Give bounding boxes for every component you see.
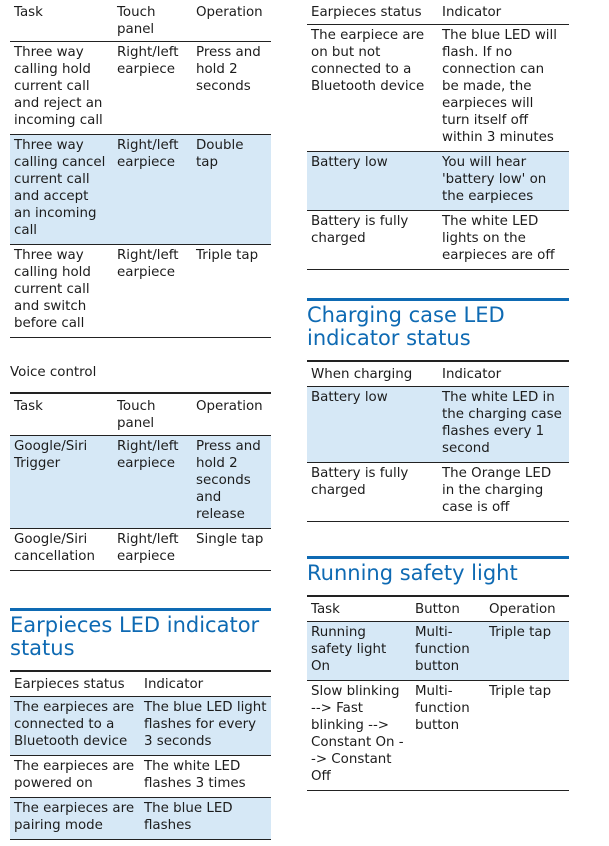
- status-cell: The earpieces are powered on: [10, 755, 140, 798]
- section-divider: [307, 298, 569, 301]
- table-row: The earpiece are on but not connected to…: [307, 24, 569, 152]
- voice-control-label: Voice control: [10, 365, 97, 380]
- header-earpieces-status: Earpieces status: [307, 0, 438, 25]
- right-column: Earpieces status Indicator The earpiece …: [307, 0, 569, 791]
- header-earpieces-status: Earpieces status: [10, 670, 140, 697]
- status-cell: The earpieces are connected to a Bluetoo…: [10, 696, 140, 756]
- table-header-row: When charging Indicator: [307, 360, 569, 387]
- table-header-row: Earpieces status Indicator: [10, 670, 271, 697]
- header-button: Button: [411, 595, 485, 622]
- task-cell: Three way calling hold current call and …: [10, 41, 113, 135]
- task-cell: Three way calling hold current call and …: [10, 244, 113, 338]
- running-light-title: Running safety light: [307, 561, 518, 585]
- panel-cell: Right/left earpiece: [113, 41, 192, 135]
- header-when-charging: When charging: [307, 360, 438, 387]
- indicator-cell: The white LED lights on the earpieces ar…: [438, 210, 569, 270]
- charging-case-title: Charging case LED indicator status: [307, 303, 505, 350]
- task-cell: Running safety light On: [307, 621, 411, 681]
- earpieces-led-continued-table: Earpieces status Indicator The earpiece …: [307, 0, 569, 270]
- operation-cell: Press and hold 2 seconds and release: [192, 435, 271, 529]
- status-cell: The earpieces are pairing mode: [10, 797, 140, 840]
- header-indicator: Indicator: [140, 670, 271, 697]
- table-row: Three way calling hold current call and …: [10, 41, 271, 135]
- operation-cell: Single tap: [192, 528, 271, 571]
- table-header-row: Task Button Operation: [307, 595, 569, 622]
- header-indicator: Indicator: [438, 360, 569, 387]
- header-task: Task: [307, 595, 411, 622]
- indicator-cell: The white LED flashes 3 times: [140, 755, 271, 798]
- table-header-row: Earpieces status Indicator: [307, 0, 569, 25]
- header-touch-panel: Touch panel: [113, 0, 192, 42]
- table-row: Google/Siri cancellation Right/left earp…: [10, 528, 271, 571]
- table-header-row: Task Touch panel Operation: [10, 0, 271, 42]
- header-touch-panel: Touch panel: [113, 392, 192, 436]
- header-operation: Operation: [485, 595, 569, 622]
- indicator-cell: You will hear 'battery low' on the earpi…: [438, 151, 569, 211]
- indicator-cell: The Orange LED in the charging case is o…: [438, 462, 569, 522]
- table-row: Slow blinking --> Fast blinking --> Cons…: [307, 680, 569, 791]
- task-cell: Google/Siri Trigger: [10, 435, 113, 529]
- panel-cell: Right/left earpiece: [113, 134, 192, 245]
- table-row: Battery is fully charged The white LED l…: [307, 210, 569, 270]
- indicator-cell: The blue LED flashes: [140, 797, 271, 840]
- task-cell: Three way calling cancel current call an…: [10, 134, 113, 245]
- header-task: Task: [10, 0, 113, 42]
- status-cell: The earpiece are on but not connected to…: [307, 24, 438, 152]
- status-cell: Battery is fully charged: [307, 462, 438, 522]
- indicator-cell: The blue LED will flash. If no connectio…: [438, 24, 569, 152]
- header-indicator: Indicator: [438, 0, 569, 25]
- earpieces-led-table: Earpieces status Indicator The earpieces…: [10, 670, 271, 840]
- table-row: The earpieces are powered on The white L…: [10, 755, 271, 798]
- section-divider: [307, 556, 569, 559]
- table-row: Google/Siri Trigger Right/left earpiece …: [10, 435, 271, 529]
- task-cell: Google/Siri cancellation: [10, 528, 113, 571]
- status-cell: Battery low: [307, 386, 438, 463]
- table-row: Running safety light On Multi-function b…: [307, 621, 569, 681]
- status-cell: Battery is fully charged: [307, 210, 438, 270]
- indicator-cell: The blue LED light flashes for every 3 s…: [140, 696, 271, 756]
- operation-cell: Triple tap: [485, 621, 569, 681]
- header-operation: Operation: [192, 392, 271, 436]
- panel-cell: Right/left earpiece: [113, 528, 192, 571]
- table-row: Three way calling cancel current call an…: [10, 134, 271, 245]
- operation-cell: Triple tap: [485, 680, 569, 791]
- voice-control-table: Task Touch panel Operation Google/Siri T…: [10, 392, 271, 571]
- left-column: Task Touch panel Operation Three way cal…: [10, 0, 271, 840]
- table-row: Battery low The white LED in the chargin…: [307, 386, 569, 463]
- table-row: The earpieces are pairing mode The blue …: [10, 797, 271, 840]
- table-row: The earpieces are connected to a Bluetoo…: [10, 696, 271, 756]
- charging-case-table: When charging Indicator Battery low The …: [307, 360, 569, 522]
- operation-cell: Double tap: [192, 134, 271, 245]
- header-task: Task: [10, 392, 113, 436]
- panel-cell: Right/left earpiece: [113, 244, 192, 338]
- status-cell: Battery low: [307, 151, 438, 211]
- panel-cell: Right/left earpiece: [113, 435, 192, 529]
- table-row: Three way calling hold current call and …: [10, 244, 271, 338]
- table-header-row: Task Touch panel Operation: [10, 392, 271, 436]
- header-operation: Operation: [192, 0, 271, 42]
- operation-cell: Triple tap: [192, 244, 271, 338]
- button-cell: Multi-function button: [411, 621, 485, 681]
- table-row: Battery low You will hear 'battery low' …: [307, 151, 569, 211]
- indicator-cell: The white LED in the charging case flash…: [438, 386, 569, 463]
- running-light-table: Task Button Operation Running safety lig…: [307, 595, 569, 791]
- three-way-calling-table: Task Touch panel Operation Three way cal…: [10, 0, 271, 338]
- table-row: Battery is fully charged The Orange LED …: [307, 462, 569, 522]
- task-cell: Slow blinking --> Fast blinking --> Cons…: [307, 680, 411, 791]
- button-cell: Multi-function button: [411, 680, 485, 791]
- earpieces-led-title: Earpieces LED indicator status: [10, 613, 260, 660]
- section-divider: [10, 608, 271, 611]
- operation-cell: Press and hold 2 seconds: [192, 41, 271, 135]
